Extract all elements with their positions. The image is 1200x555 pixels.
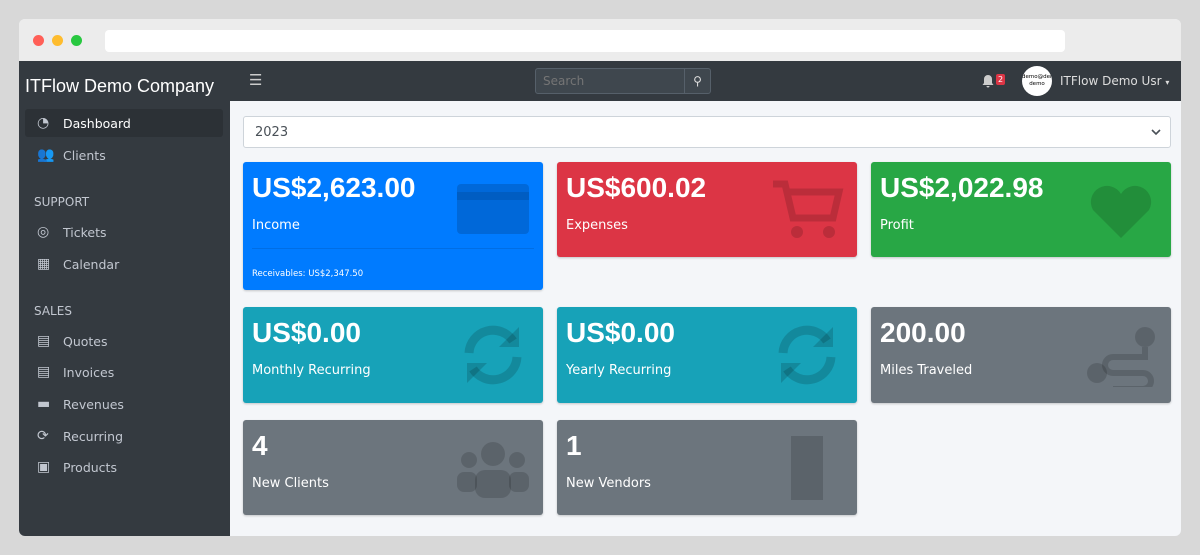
stat-card-new-vendors[interactable]: 1 New Vendors (557, 420, 857, 515)
card-label: New Clients (252, 476, 329, 491)
card-label: Profit (880, 218, 914, 233)
card-value: US$0.00 (566, 317, 675, 348)
credit-card-icon: ▬ (37, 396, 51, 412)
sidebar-item-tickets[interactable]: ◎ Tickets (25, 218, 223, 246)
label: Dashboard (63, 115, 131, 131)
sidebar-item-products[interactable]: ▣ Products (25, 453, 223, 481)
label: Tickets (63, 224, 107, 240)
heart-icon (1090, 185, 1152, 238)
year-select[interactable]: 2023 (243, 116, 1171, 148)
card-value: 200.00 (880, 317, 966, 348)
label: Calendar (63, 256, 120, 272)
sidebar-item-quotes[interactable]: ▤ Quotes (25, 327, 223, 355)
card-label: Monthly Recurring (252, 363, 371, 378)
chevron-down-icon (1151, 129, 1161, 136)
support-header: SUPPORT (34, 195, 90, 209)
sidebar-item-clients[interactable]: 👥 Clients (25, 141, 223, 169)
close-dot[interactable] (33, 35, 44, 46)
label: Revenues (63, 396, 124, 412)
sidebar: ITFlow Demo Company ◔ Dashboard 👥 Clients … (19, 61, 230, 536)
label: Invoices (63, 364, 115, 380)
card-value: US$600.02 (566, 172, 707, 203)
card-value: 1 (566, 430, 582, 461)
sidebar-item-calendar[interactable]: ▦ Calendar (25, 250, 223, 278)
card-value: 4 (252, 430, 268, 461)
label: Clients (63, 147, 106, 163)
route-icon (1087, 327, 1155, 387)
search-icon[interactable]: ⚲ (684, 69, 710, 93)
users-icon: 👥 (37, 147, 55, 163)
label: Quotes (63, 333, 108, 349)
sync-icon: ⟳ (37, 428, 49, 444)
menu-toggle-icon[interactable]: ☰ (249, 71, 263, 89)
building-icon (791, 436, 823, 500)
sync-icon (778, 325, 836, 385)
credit-card-icon (457, 184, 529, 234)
stat-card-expenses[interactable]: US$600.02 Expenses (557, 162, 857, 257)
brand[interactable]: ITFlow Demo Company (25, 76, 215, 96)
calendar-icon: ▦ (37, 256, 51, 272)
user-name: ITFlow Demo Usr (1060, 74, 1162, 88)
year-value: 2023 (255, 125, 289, 140)
stat-card-new-clients[interactable]: 4 New Clients (243, 420, 543, 515)
receivables: Receivables: US$2,347.50 (252, 269, 364, 279)
notification-badge: 2 (996, 74, 1006, 85)
card-value: US$2,623.00 (252, 172, 416, 203)
card-label: Miles Traveled (880, 363, 973, 378)
sales-header: SALES (34, 304, 72, 318)
sidebar-item-dashboard[interactable]: ◔ Dashboard (25, 109, 223, 137)
card-label: Income (252, 218, 300, 233)
divider (252, 248, 534, 249)
card-value: US$2,022.98 (880, 172, 1044, 203)
browser-chrome (19, 19, 1181, 61)
card-label: Yearly Recurring (566, 363, 672, 378)
label: Products (63, 459, 117, 475)
minimize-dot[interactable] (52, 35, 63, 46)
avatar[interactable]: demo@demo demo (1022, 66, 1052, 96)
sidebar-item-recurring[interactable]: ⟳ Recurring (25, 422, 223, 450)
label: Recurring (63, 428, 123, 444)
life-ring-icon: ◎ (37, 224, 50, 240)
card-value: US$0.00 (252, 317, 361, 348)
search-input[interactable] (536, 69, 684, 93)
sync-icon (464, 325, 522, 385)
caret-down-icon: ▾ (1165, 78, 1170, 87)
card-label: New Vendors (566, 476, 651, 491)
stat-card-miles-traveled[interactable]: 200.00 Miles Traveled (871, 307, 1171, 403)
top-navbar: ☰ ⚲ 2 demo@demo demo ITFlow Demo Usr ▾ (230, 61, 1181, 101)
bell-icon[interactable] (982, 74, 994, 88)
file-icon: ▤ (37, 333, 51, 349)
shopping-cart-icon (773, 180, 844, 238)
user-menu[interactable]: ITFlow Demo Usr ▾ (1060, 74, 1169, 88)
sidebar-item-revenues[interactable]: ▬ Revenues (25, 390, 223, 418)
card-label: Expenses (566, 218, 628, 233)
users-icon (457, 442, 529, 498)
stat-card-profit[interactable]: US$2,022.98 Profit (871, 162, 1171, 257)
box-icon: ▣ (37, 459, 51, 475)
search-form: ⚲ (535, 68, 711, 94)
address-bar[interactable] (105, 30, 1065, 52)
stat-card-yearly-recurring[interactable]: US$0.00 Yearly Recurring (557, 307, 857, 403)
maximize-dot[interactable] (71, 35, 82, 46)
stat-card-monthly-recurring[interactable]: US$0.00 Monthly Recurring (243, 307, 543, 403)
sidebar-item-invoices[interactable]: ▤ Invoices (25, 358, 223, 386)
stat-card-income[interactable]: US$2,623.00 Income Receivables: US$2,347.5… (243, 162, 543, 290)
tachometer-icon: ◔ (37, 115, 50, 131)
browser-window: ITFlow Demo Company ◔ Dashboard 👥 Clients … (19, 19, 1181, 536)
invoice-icon: ▤ (37, 364, 51, 380)
